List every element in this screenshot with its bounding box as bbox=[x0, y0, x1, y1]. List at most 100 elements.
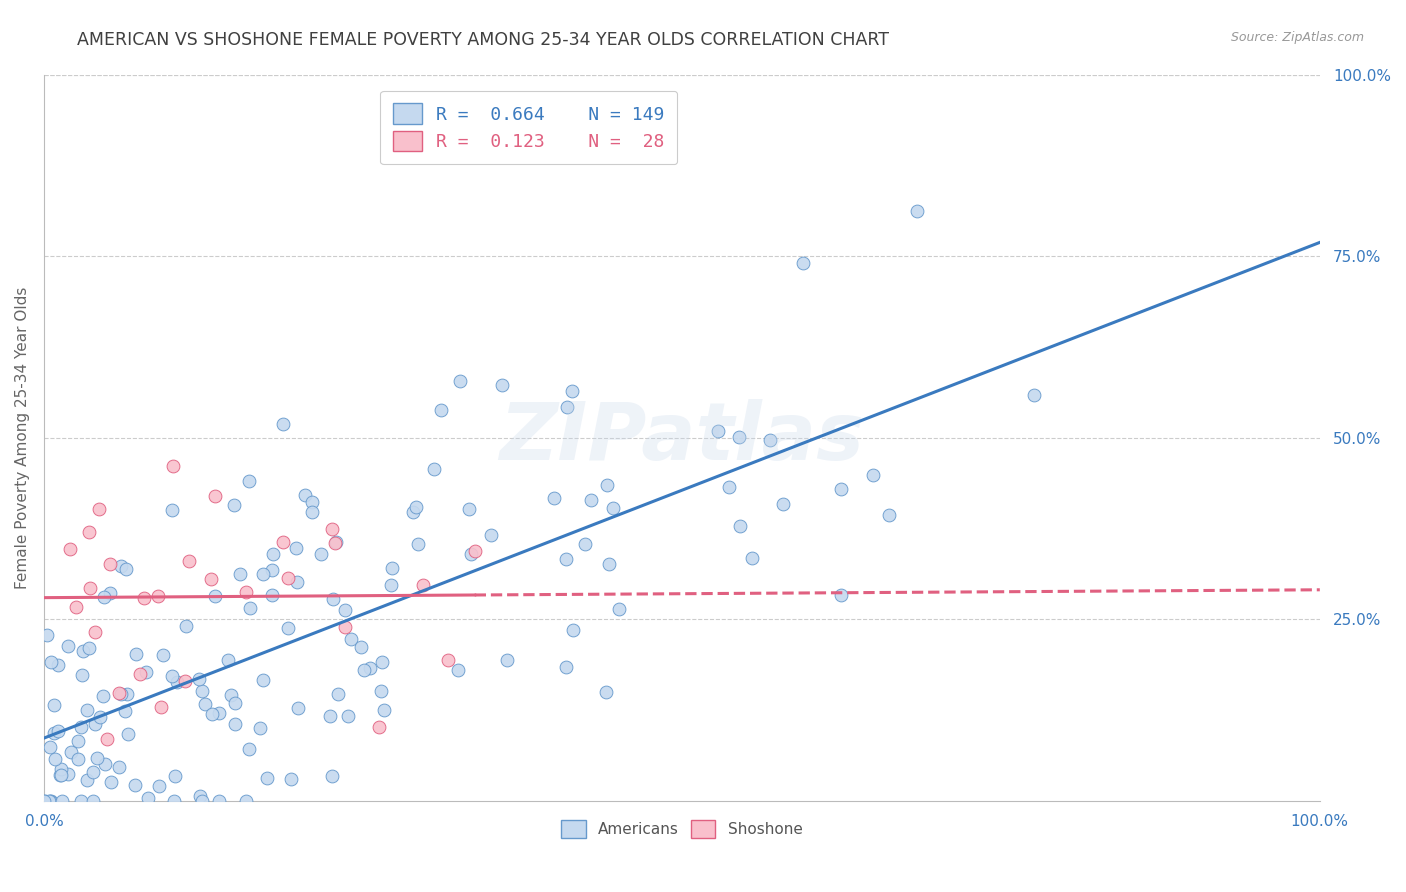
Point bbox=[371, 655, 394, 669]
Point bbox=[325, 534, 347, 549]
Point bbox=[229, 567, 252, 582]
Text: ZIPatlas: ZIPatlas bbox=[499, 399, 865, 476]
Text: Source: ZipAtlas.com: Source: ZipAtlas.com bbox=[1230, 31, 1364, 45]
Point bbox=[51, 794, 73, 808]
Point bbox=[98, 557, 121, 571]
Point bbox=[59, 542, 82, 557]
Point bbox=[322, 591, 344, 606]
Point bbox=[136, 791, 159, 805]
Point bbox=[201, 707, 224, 722]
Point bbox=[219, 688, 242, 702]
Point bbox=[481, 528, 503, 542]
Point bbox=[114, 704, 136, 718]
Point bbox=[359, 661, 381, 675]
Point bbox=[458, 501, 481, 516]
Point bbox=[555, 552, 578, 566]
Point bbox=[44, 752, 66, 766]
Point bbox=[224, 696, 246, 710]
Point bbox=[173, 673, 195, 688]
Point bbox=[287, 701, 309, 715]
Point bbox=[350, 640, 373, 654]
Point bbox=[262, 588, 284, 602]
Point bbox=[464, 544, 486, 558]
Point bbox=[235, 794, 257, 808]
Point bbox=[188, 789, 211, 803]
Point bbox=[877, 508, 900, 522]
Point bbox=[39, 655, 62, 669]
Point bbox=[86, 751, 108, 765]
Point bbox=[402, 505, 425, 519]
Point bbox=[277, 621, 299, 635]
Point bbox=[191, 794, 214, 808]
Point bbox=[217, 653, 239, 667]
Point bbox=[35, 628, 58, 642]
Point bbox=[100, 775, 122, 789]
Point bbox=[491, 378, 513, 392]
Point bbox=[562, 623, 585, 637]
Point bbox=[830, 482, 852, 496]
Point bbox=[263, 547, 285, 561]
Point bbox=[301, 505, 323, 519]
Point bbox=[609, 601, 631, 615]
Point bbox=[129, 666, 152, 681]
Point bbox=[323, 535, 346, 549]
Point bbox=[39, 794, 62, 808]
Point bbox=[98, 586, 121, 600]
Point bbox=[82, 764, 104, 779]
Point bbox=[436, 653, 458, 667]
Point bbox=[284, 541, 307, 555]
Point bbox=[208, 706, 231, 720]
Point bbox=[115, 687, 138, 701]
Point bbox=[336, 709, 359, 723]
Point bbox=[82, 794, 104, 808]
Point bbox=[208, 794, 231, 808]
Point bbox=[67, 751, 90, 765]
Point bbox=[574, 536, 596, 550]
Point bbox=[65, 599, 87, 614]
Point bbox=[67, 734, 90, 748]
Point bbox=[728, 430, 751, 444]
Point bbox=[150, 699, 173, 714]
Point bbox=[91, 689, 114, 703]
Point bbox=[252, 673, 274, 688]
Point bbox=[772, 497, 794, 511]
Point bbox=[162, 459, 184, 474]
Point bbox=[555, 400, 578, 414]
Point bbox=[124, 778, 146, 792]
Point bbox=[405, 500, 427, 514]
Point bbox=[148, 589, 170, 603]
Point bbox=[406, 537, 429, 551]
Point bbox=[152, 648, 174, 662]
Point bbox=[200, 572, 222, 586]
Point bbox=[238, 742, 260, 756]
Point bbox=[70, 720, 93, 734]
Point bbox=[862, 467, 884, 482]
Point bbox=[792, 255, 814, 269]
Point bbox=[277, 571, 299, 585]
Point bbox=[294, 488, 316, 502]
Point bbox=[301, 494, 323, 508]
Point bbox=[333, 603, 356, 617]
Point bbox=[108, 759, 131, 773]
Point bbox=[93, 756, 115, 771]
Point bbox=[79, 581, 101, 595]
Point bbox=[319, 709, 342, 723]
Point bbox=[333, 620, 356, 634]
Point bbox=[117, 727, 139, 741]
Point bbox=[59, 745, 82, 759]
Point bbox=[42, 698, 65, 713]
Point bbox=[77, 524, 100, 539]
Point bbox=[32, 794, 55, 808]
Point bbox=[430, 402, 453, 417]
Point bbox=[595, 684, 617, 698]
Point bbox=[72, 643, 94, 657]
Point bbox=[373, 703, 395, 717]
Point bbox=[596, 478, 619, 492]
Point bbox=[38, 794, 60, 808]
Point bbox=[115, 562, 138, 576]
Point bbox=[381, 561, 404, 575]
Point bbox=[380, 578, 402, 592]
Point bbox=[107, 686, 129, 700]
Point bbox=[56, 767, 79, 781]
Point bbox=[34, 794, 56, 808]
